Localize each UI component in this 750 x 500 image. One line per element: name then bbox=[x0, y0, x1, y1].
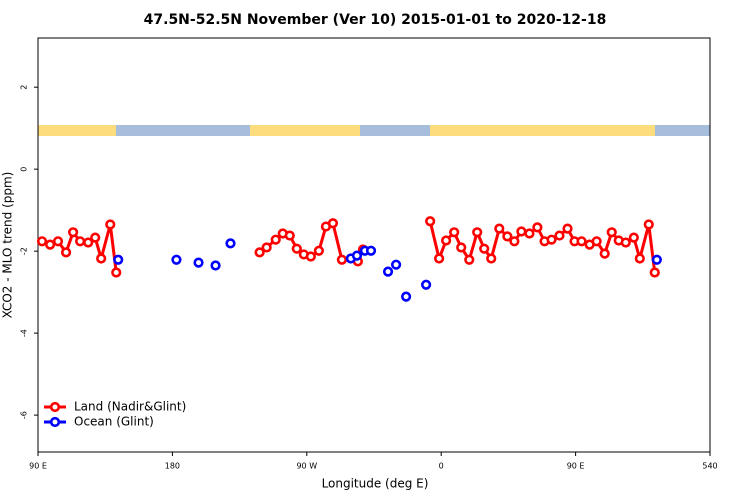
x-tick-label: 90 E bbox=[29, 462, 47, 471]
land-strip bbox=[250, 125, 360, 136]
plot-frame bbox=[37, 37, 711, 453]
data-point bbox=[52, 236, 64, 247]
ocean-strip bbox=[38, 125, 710, 136]
data-point bbox=[456, 242, 467, 253]
land-ocean-strip bbox=[38, 125, 710, 136]
data-point bbox=[441, 235, 452, 246]
legend-label: Land (Nadir&Glint) bbox=[74, 400, 186, 414]
data-point bbox=[305, 251, 316, 262]
data-point bbox=[261, 242, 272, 253]
data-point bbox=[606, 227, 617, 238]
data-point bbox=[599, 248, 610, 259]
data-point bbox=[105, 219, 116, 230]
data-point bbox=[562, 223, 573, 234]
data-point bbox=[171, 254, 182, 265]
data-point bbox=[516, 226, 527, 237]
x-tick-label: 90 E bbox=[567, 462, 585, 471]
legend-marker bbox=[49, 401, 61, 413]
data-point bbox=[44, 239, 56, 250]
data-point bbox=[425, 216, 436, 227]
data-point bbox=[75, 236, 86, 247]
data-point bbox=[628, 232, 639, 243]
data-point bbox=[643, 219, 654, 230]
data-point bbox=[113, 254, 124, 265]
data-point bbox=[421, 279, 432, 290]
data-point bbox=[96, 253, 107, 264]
data-point bbox=[651, 254, 662, 265]
data-point bbox=[464, 254, 475, 265]
data-point bbox=[270, 234, 281, 245]
x-tick-label: 0 bbox=[439, 462, 444, 471]
y-tick-label: -4 bbox=[20, 329, 29, 337]
data-point bbox=[111, 267, 122, 278]
x-axis-label: Longitude (deg E) bbox=[322, 477, 429, 491]
data-point bbox=[634, 253, 645, 264]
data-point bbox=[90, 232, 101, 243]
data-point bbox=[284, 230, 295, 241]
data-point bbox=[336, 254, 347, 265]
data-point bbox=[351, 250, 363, 261]
land-strip bbox=[430, 125, 655, 136]
data-point bbox=[313, 245, 324, 256]
land-strip bbox=[38, 125, 116, 136]
data-point bbox=[254, 247, 265, 258]
data-point bbox=[546, 234, 557, 245]
data-point bbox=[486, 253, 497, 264]
data-point bbox=[193, 257, 204, 268]
data-point bbox=[472, 227, 483, 238]
x-tick-label: 90 W bbox=[296, 462, 317, 471]
data-point bbox=[524, 228, 535, 239]
y-tick-label: 0 bbox=[20, 167, 29, 172]
data-point bbox=[591, 236, 602, 247]
data-point bbox=[649, 267, 660, 278]
x-tick-label: 540 bbox=[702, 462, 717, 471]
y-axis-label: XCO2 - MLO trend (ppm) bbox=[1, 172, 15, 319]
data-point bbox=[391, 259, 402, 270]
data-point bbox=[479, 243, 490, 254]
legend-label: Ocean (Glint) bbox=[74, 415, 154, 429]
data-point bbox=[502, 231, 513, 242]
data-point bbox=[327, 218, 339, 229]
legend-marker bbox=[49, 416, 61, 428]
data-point bbox=[434, 253, 445, 264]
x-tick-label: 180 bbox=[165, 462, 180, 471]
data-point bbox=[36, 236, 48, 247]
data-point bbox=[382, 266, 394, 277]
y-tick-label: 2 bbox=[20, 85, 29, 90]
data-point bbox=[449, 227, 460, 238]
data-point bbox=[620, 237, 631, 248]
data-point bbox=[554, 230, 565, 241]
data-point bbox=[509, 236, 520, 247]
data-point bbox=[83, 237, 94, 248]
data-point bbox=[532, 222, 543, 233]
data-point bbox=[60, 247, 72, 258]
data-point bbox=[401, 291, 412, 302]
data-point bbox=[67, 227, 79, 238]
data-point bbox=[494, 223, 505, 234]
y-tick-label: -6 bbox=[20, 411, 29, 419]
data-point bbox=[291, 243, 302, 254]
y-tick-label: -2 bbox=[20, 247, 29, 255]
data-point bbox=[210, 260, 221, 271]
chart-title: 47.5N-52.5N November (Ver 10) 2015-01-01… bbox=[144, 12, 607, 28]
data-point bbox=[365, 245, 377, 256]
data-point bbox=[225, 238, 236, 249]
data-point bbox=[576, 236, 587, 247]
